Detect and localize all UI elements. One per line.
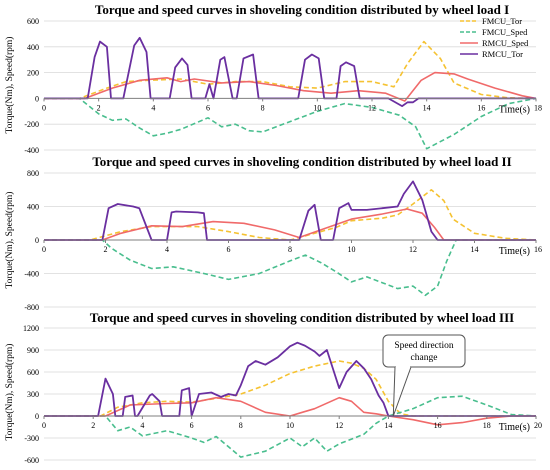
x-tick-label: 8 bbox=[288, 245, 292, 254]
x-tick-label: 16 bbox=[434, 421, 442, 430]
y-tick-label: 900 bbox=[27, 346, 39, 355]
chart-panel-1: Torque and speed curves in shoveling con… bbox=[4, 2, 542, 155]
y-tick-label: 1200 bbox=[23, 324, 39, 333]
y-tick-label: -600 bbox=[24, 456, 39, 465]
y-tick-label: -400 bbox=[24, 146, 39, 155]
x-tick-label: 6 bbox=[206, 103, 210, 112]
y-tick-label: -200 bbox=[24, 120, 39, 129]
legend-label-rmcu-tor: RMCU_Tor bbox=[482, 49, 523, 59]
chart-title: Torque and speed curves in shoveling con… bbox=[95, 2, 509, 17]
x-tick-label: 0 bbox=[42, 103, 46, 112]
y-tick-label: -400 bbox=[24, 270, 39, 279]
legend-label-fmcu-tor: FMCU_Tor bbox=[482, 16, 522, 26]
x-tick-label: 18 bbox=[483, 421, 491, 430]
y-tick-label: 400 bbox=[27, 43, 39, 52]
x-tick-label: 2 bbox=[104, 245, 108, 254]
x-axis-label: Time(s) bbox=[499, 422, 530, 433]
annotation-box bbox=[382, 334, 466, 368]
x-tick-label: 18 bbox=[534, 103, 542, 112]
annotation-text: change bbox=[411, 353, 438, 363]
x-tick-label: 6 bbox=[190, 421, 194, 430]
y-tick-label: 400 bbox=[27, 203, 39, 212]
series-line-rmcu-tor bbox=[44, 341, 536, 417]
x-tick-label: 12 bbox=[368, 103, 376, 112]
x-tick-label: 4 bbox=[151, 103, 155, 112]
x-tick-label: 14 bbox=[384, 421, 392, 430]
x-tick-label: 4 bbox=[140, 421, 144, 430]
annotation-text: Speed direction bbox=[394, 341, 454, 351]
x-tick-label: 4 bbox=[165, 245, 169, 254]
x-tick-label: 14 bbox=[423, 103, 431, 112]
series-line-fmcu-tor bbox=[44, 360, 536, 417]
series-line-fmcu-sped bbox=[44, 239, 536, 297]
chart-panel-3: Torque and speed curves in shoveling con… bbox=[4, 310, 542, 465]
series-line-fmcu-sped bbox=[44, 395, 537, 458]
y-tick-label: 600 bbox=[27, 17, 39, 26]
chart-panel-2: Torque and speed curves in shoveling con… bbox=[4, 154, 542, 312]
x-axis-label: Time(s) bbox=[499, 104, 530, 115]
series-line-rmcu-tor bbox=[44, 36, 536, 107]
legend-label-rmcu-sped: RMCU_Sped bbox=[482, 38, 529, 48]
x-tick-label: 6 bbox=[227, 245, 231, 254]
x-tick-label: 0 bbox=[42, 245, 46, 254]
x-tick-label: 0 bbox=[42, 421, 46, 430]
series-line-rmcu-tor bbox=[44, 180, 536, 241]
y-tick-label: 600 bbox=[27, 368, 39, 377]
y-axis-label: Torque(Nm), Speed(rpm) bbox=[4, 344, 15, 441]
annotation-callout: Speed direction change bbox=[382, 334, 466, 417]
y-axis-label: Torque(Nm), Speed(rpm) bbox=[4, 192, 15, 289]
x-tick-label: 10 bbox=[348, 245, 356, 254]
y-tick-label: 200 bbox=[27, 69, 39, 78]
x-tick-label: 10 bbox=[286, 421, 294, 430]
x-tick-label: 2 bbox=[97, 103, 101, 112]
x-tick-label: 12 bbox=[335, 421, 343, 430]
legend-label-fmcu-sped: FMCU_Sped bbox=[482, 27, 528, 37]
x-tick-label: 16 bbox=[477, 103, 485, 112]
x-tick-label: 16 bbox=[534, 245, 542, 254]
y-tick-label: 0 bbox=[35, 94, 39, 103]
chart-title: Torque and speed curves in shoveling con… bbox=[92, 154, 511, 169]
annotation-pointer bbox=[392, 366, 412, 417]
y-tick-label: -300 bbox=[24, 434, 39, 443]
series-line-fmcu-tor bbox=[44, 40, 537, 100]
x-tick-label: 12 bbox=[409, 245, 417, 254]
series-line-fmcu-tor bbox=[44, 189, 537, 241]
y-tick-label: 0 bbox=[35, 412, 39, 421]
x-tick-label: 20 bbox=[534, 421, 542, 430]
x-tick-label: 8 bbox=[261, 103, 265, 112]
y-axis-label: Torque(Nm), Speed(rpm) bbox=[4, 37, 15, 134]
x-tick-label: 14 bbox=[471, 245, 479, 254]
x-axis-label: Time(s) bbox=[499, 246, 530, 257]
y-tick-label: 300 bbox=[27, 390, 39, 399]
y-tick-label: 0 bbox=[35, 236, 39, 245]
y-tick-label: 800 bbox=[27, 169, 39, 178]
x-tick-label: 8 bbox=[239, 421, 243, 430]
chart-title: Torque and speed curves in shoveling con… bbox=[90, 310, 514, 325]
series-line-rmcu-sped bbox=[44, 71, 537, 102]
series-line-rmcu-sped bbox=[44, 396, 536, 426]
y-tick-label: -800 bbox=[24, 303, 39, 312]
x-tick-label: 10 bbox=[313, 103, 321, 112]
x-tick-label: 2 bbox=[91, 421, 95, 430]
series-line-fmcu-sped bbox=[44, 97, 537, 150]
